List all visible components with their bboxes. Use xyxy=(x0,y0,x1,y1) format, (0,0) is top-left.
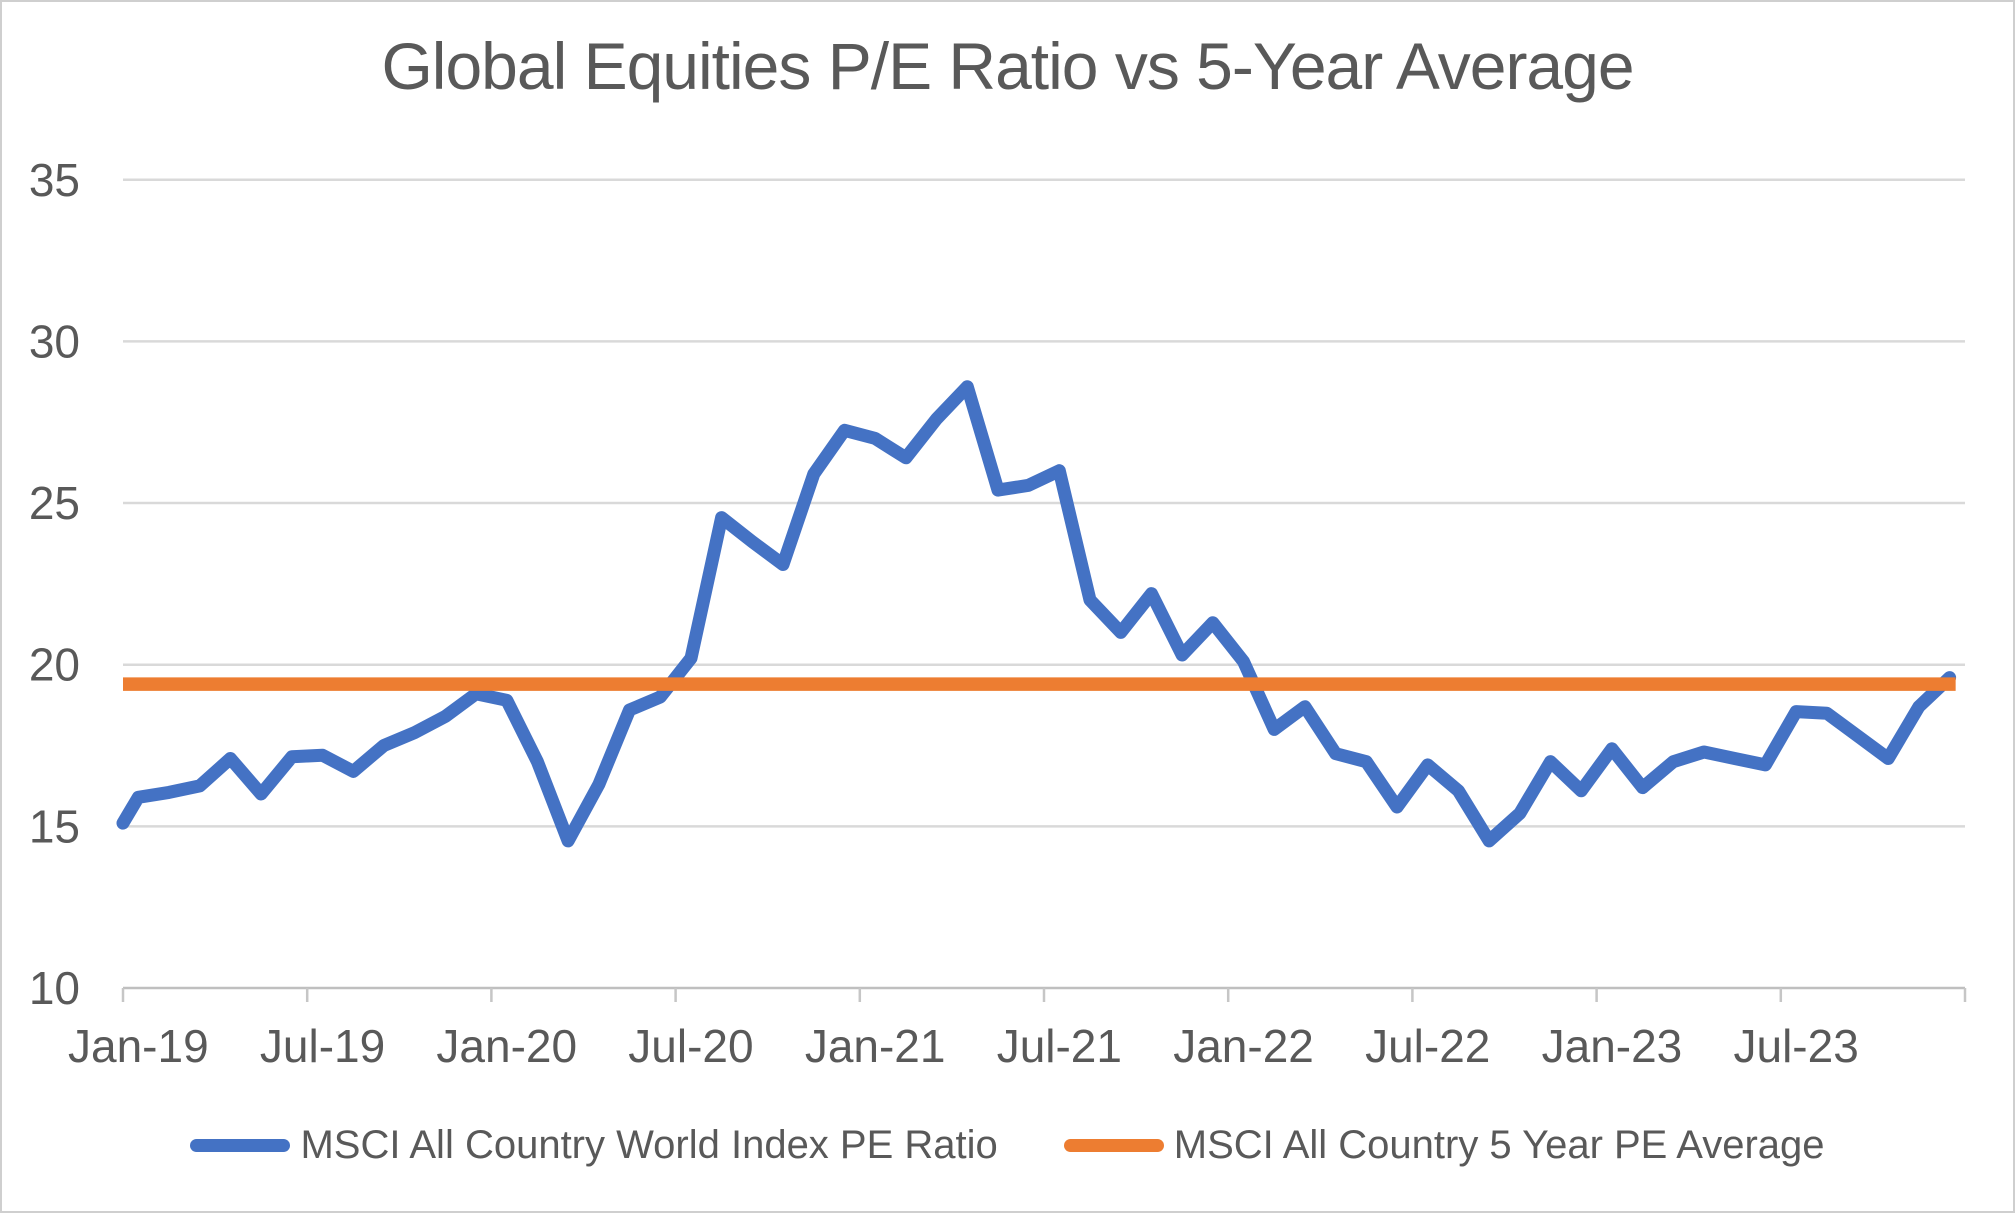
y-axis-label-20: 20 xyxy=(29,639,80,691)
legend-item-average: MSCI All Country 5 Year PE Average xyxy=(1063,1122,1825,1168)
x-axis-label-Jul-23: Jul-23 xyxy=(1734,1020,1859,1072)
chart-title: Global Equities P/E Ratio vs 5-Year Aver… xyxy=(381,29,1634,103)
legend-label-average: MSCI All Country 5 Year PE Average xyxy=(1173,1122,1825,1167)
x-axis-label-Jan-22: Jan-22 xyxy=(1173,1020,1314,1072)
y-axis-label-10: 10 xyxy=(29,962,80,1014)
y-axis-label-25: 25 xyxy=(29,477,80,529)
x-axis-label-Jul-22: Jul-22 xyxy=(1365,1020,1490,1072)
x-axis-label-Jul-21: Jul-21 xyxy=(997,1020,1122,1072)
x-axis-label-Jan-20: Jan-20 xyxy=(436,1020,577,1072)
x-axis-label-Jan-23: Jan-23 xyxy=(1542,1020,1683,1072)
y-axis-label-30: 30 xyxy=(29,315,80,367)
legend-item-pe-ratio: MSCI All Country World Index PE Ratio xyxy=(190,1122,998,1168)
y-axis-label-15: 15 xyxy=(29,800,80,852)
x-axis-label-Jul-19: Jul-19 xyxy=(260,1020,385,1072)
pe-ratio-line xyxy=(116,380,1957,848)
y-axis-label-35: 35 xyxy=(29,154,80,206)
x-axis-label-Jan-21: Jan-21 xyxy=(805,1020,946,1072)
x-axis-label-Jan-19: Jan-19 xyxy=(68,1020,209,1072)
x-axis-label-Jul-20: Jul-20 xyxy=(628,1020,753,1072)
legend-label-pe-ratio: MSCI All Country World Index PE Ratio xyxy=(300,1122,998,1167)
legend-swatch-average xyxy=(1063,1138,1164,1152)
legend: MSCI All Country World Index PE Ratio MS… xyxy=(2,1120,2013,1170)
legend-swatch-pe-ratio xyxy=(190,1138,291,1152)
